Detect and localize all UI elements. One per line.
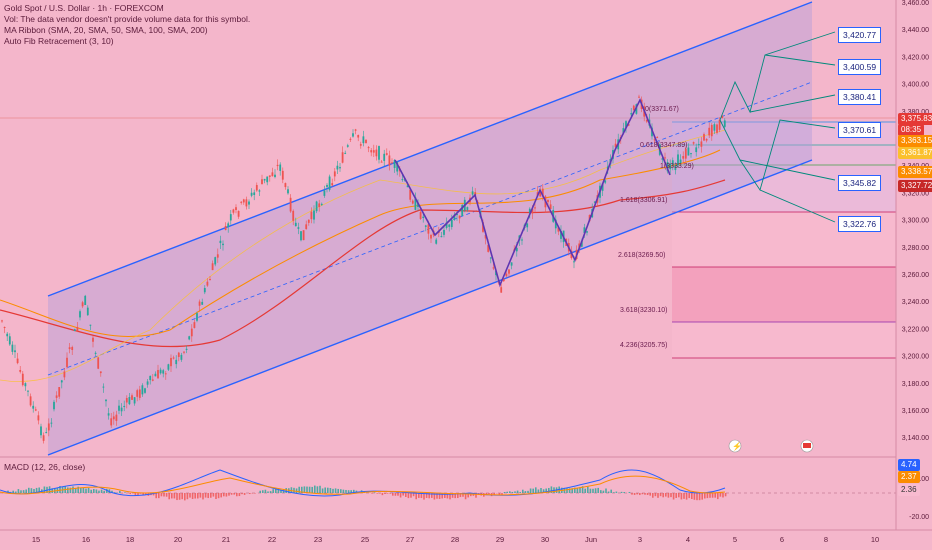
axis-label: 3 (638, 535, 642, 544)
macd-value-tag: 4.74 (898, 459, 920, 471)
price-tag: 3,361.87 (898, 147, 932, 159)
macd-legend[interactable]: MACD (12, 26, close) (4, 462, 86, 472)
target-price-label[interactable]: 3,370.61 (838, 122, 882, 138)
axis-label: 29 (496, 535, 504, 544)
symbol-title[interactable]: Gold Spot / U.S. Dollar · 1h · FOREXCOM (4, 3, 164, 13)
axis-label: 3,440.00 (902, 27, 929, 34)
axis-label: 16 (82, 535, 90, 544)
axis-label: 6 (780, 535, 784, 544)
chart-legend: Gold Spot / U.S. Dollar · 1h · FOREXCOM … (4, 3, 250, 47)
target-price-label[interactable]: 3,345.82 (838, 175, 882, 191)
target-price-label[interactable]: 3,380.41 (838, 89, 882, 105)
axis-label: 27 (406, 535, 414, 544)
axis-label: 3,280.00 (902, 245, 929, 252)
time-axis[interactable]: 15 16 18 20 21 22 23 25 27 28 29 30 Jun 3 4 5 6 8 10 (32, 535, 879, 544)
wave-pattern (394, 98, 671, 288)
axis-label: 3,400.00 (902, 82, 929, 89)
axis-label: 8 (824, 535, 828, 544)
ma-yellow (0, 129, 726, 382)
axis-label: 15 (32, 535, 40, 544)
macd-histogram (2, 485, 727, 501)
axis-label: 3,200.00 (902, 354, 929, 361)
axis-label: 3,320.00 (902, 190, 929, 197)
axis-label: 30 (541, 535, 549, 544)
axis-label: 3,300.00 (902, 218, 929, 225)
price-tag: 3,375.83 (898, 113, 932, 125)
volume-note: Vol: The data vendor doesn't provide vol… (4, 14, 251, 24)
axis-label: 10 (871, 535, 879, 544)
price-tag: 3,363.15 (898, 135, 932, 147)
ma-orange (0, 149, 721, 338)
fib-label[interactable]: Auto Fib Retracement (3, 10) (4, 36, 114, 46)
axis-label: 20 (174, 535, 182, 544)
price-tag: 08:35 (898, 124, 925, 136)
fib-level-label: 0(3371.67) (645, 106, 679, 113)
axis-label: 20.00 (911, 476, 929, 483)
ma-ribbon-label[interactable]: MA Ribbon (SMA, 20, SMA, 50, SMA, 100, S… (4, 25, 208, 35)
axis-label: 3,220.00 (902, 326, 929, 333)
axis-label: 5 (733, 535, 737, 544)
fib-level-label: 0.618(3347.89) (640, 142, 688, 149)
axis-label: 3,380.00 (902, 109, 929, 116)
price-tag: 3,338.57 (898, 166, 932, 178)
target-price-label[interactable]: 3,420.77 (838, 27, 882, 43)
signal-line (0, 475, 726, 496)
axis-label: 3,260.00 (902, 272, 929, 279)
axis-label: 4 (686, 535, 690, 544)
target-price-label[interactable]: 3,322.76 (838, 216, 882, 232)
axis-label: 3,240.00 (902, 299, 929, 306)
macd-value-tag: 2.37 (898, 471, 920, 483)
axis-label: Jun (585, 535, 597, 544)
axis-label: 3,460.00 (902, 0, 929, 7)
axis-label: 18 (126, 535, 134, 544)
lightning-icon[interactable] (728, 439, 742, 453)
axis-label: 3,420.00 (902, 54, 929, 61)
fib-level-label: 1.618(3306.91) (620, 197, 668, 204)
axis-label: 3,140.00 (902, 435, 929, 442)
ma-red (0, 179, 726, 348)
fib-level-label: 1(3333.29) (660, 163, 694, 170)
axis-label: 3,180.00 (902, 381, 929, 388)
axis-label: 21 (222, 535, 230, 544)
axis-label: 3,160.00 (902, 408, 929, 415)
target-price-label[interactable]: 3,400.59 (838, 59, 882, 75)
fib-level-label: 4.236(3205.75) (620, 342, 668, 349)
price-tag: 3,327.72 (898, 180, 932, 192)
axis-label: 28 (451, 535, 459, 544)
axis-label: -20.00 (909, 514, 929, 521)
axis-label: 22 (268, 535, 276, 544)
axis-label: 23 (314, 535, 322, 544)
macd-value-tag: 2.36 (898, 484, 920, 496)
svg-text:⚡: ⚡ (732, 441, 742, 451)
axis-label: 25 (361, 535, 369, 544)
fib-level-label: 2.618(3269.50) (618, 252, 666, 259)
fib-level-label: 3.618(3230.10) (620, 307, 668, 314)
